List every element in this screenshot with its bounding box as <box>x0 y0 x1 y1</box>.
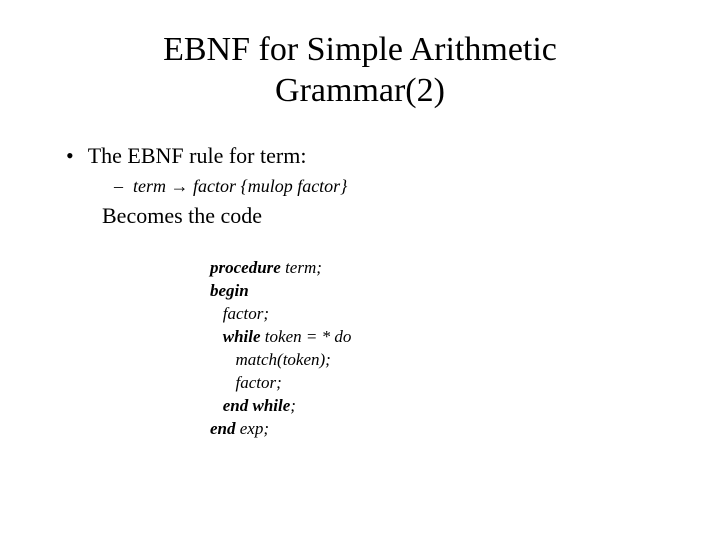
slide-title: EBNF for Simple Arithmetic Grammar(2) <box>60 30 660 112</box>
bullet-dot: • <box>66 142 74 171</box>
code-l8-rest: exp; <box>236 419 270 438</box>
bullet-level2: – term → factor {mulop factor} <box>114 174 660 199</box>
code-line-8: end exp; <box>210 418 660 441</box>
code-line-6: factor; <box>210 372 660 395</box>
code-l1-rest: term; <box>281 258 322 277</box>
code-line-7: end while; <box>210 395 660 418</box>
code-line-1: procedure term; <box>210 257 660 280</box>
dash1-text: term → factor {mulop factor} <box>133 174 347 199</box>
title-line-1: EBNF for Simple Arithmetic <box>163 31 557 68</box>
kw-endwhile: end while <box>223 396 291 415</box>
bullet1-text: The EBNF rule for term: <box>88 142 307 171</box>
code-l4-rest: token = * do <box>261 327 352 346</box>
becomes-text: Becomes the code <box>102 203 660 229</box>
slide-container: EBNF for Simple Arithmetic Grammar(2) • … <box>0 0 720 461</box>
kw-procedure: procedure <box>210 258 281 277</box>
kw-begin: begin <box>210 281 249 300</box>
title-line-2: Grammar(2) <box>275 72 445 109</box>
code-line-2: begin <box>210 280 660 303</box>
kw-end: end <box>210 419 236 438</box>
code-block: procedure term; begin factor; while toke… <box>210 257 660 441</box>
code-line-4: while token = * do <box>210 326 660 349</box>
code-l7-rest: ; <box>290 396 296 415</box>
code-line-3: factor; <box>210 303 660 326</box>
code-line-5: match(token); <box>210 349 660 372</box>
kw-while: while <box>223 327 261 346</box>
bullet-level1: • The EBNF rule for term: <box>60 142 660 171</box>
bullet-dash: – <box>114 174 123 199</box>
